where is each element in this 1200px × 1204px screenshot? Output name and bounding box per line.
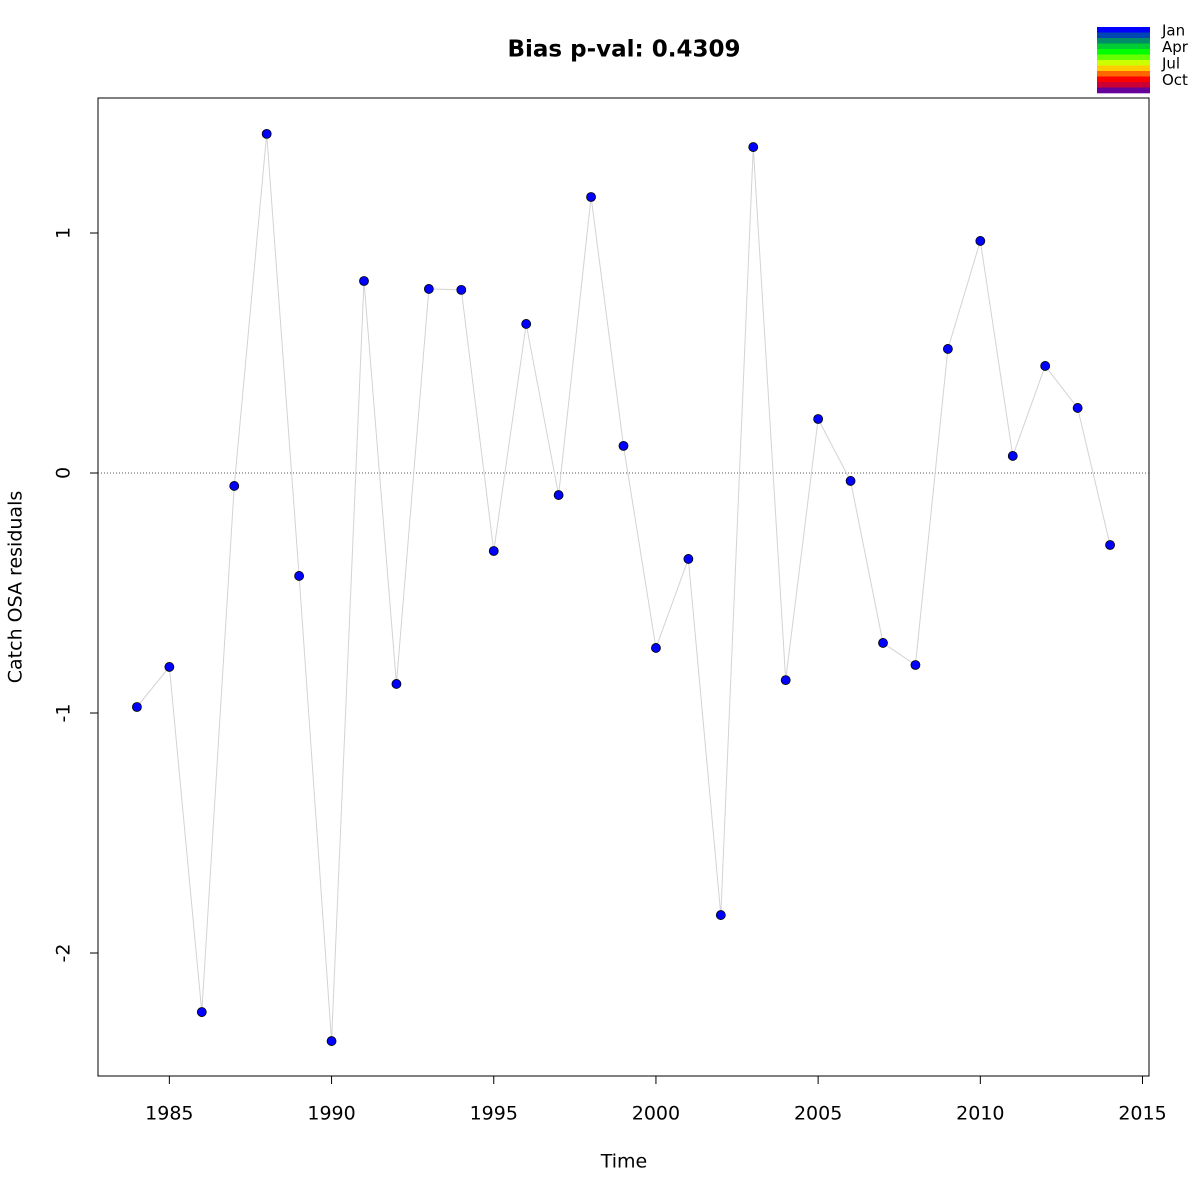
x-axis-label: Time bbox=[600, 1151, 648, 1173]
x-tick-label: 1990 bbox=[307, 1103, 355, 1125]
point bbox=[294, 571, 305, 581]
x-tick-label: 2005 bbox=[794, 1103, 842, 1125]
point bbox=[164, 662, 175, 672]
point bbox=[423, 284, 434, 294]
legend-label: Apr bbox=[1162, 38, 1189, 56]
point bbox=[942, 344, 953, 354]
x-tick-label: 2010 bbox=[956, 1103, 1004, 1125]
x-tick-label: 1995 bbox=[470, 1103, 518, 1125]
point bbox=[521, 319, 532, 329]
point bbox=[261, 128, 272, 139]
point bbox=[878, 638, 888, 648]
legend-swatch bbox=[1097, 38, 1150, 44]
legend-swatch bbox=[1097, 76, 1150, 83]
legend-label: Oct bbox=[1162, 71, 1188, 89]
point bbox=[359, 276, 369, 286]
point bbox=[683, 554, 694, 564]
point bbox=[813, 414, 824, 424]
y-tick-label: -2 bbox=[53, 944, 75, 963]
y-tick-label: 1 bbox=[53, 227, 75, 239]
point bbox=[845, 476, 856, 486]
point bbox=[132, 702, 142, 712]
chart-title: Bias p-val: 0.4309 bbox=[508, 37, 741, 63]
x-tick-label: 2015 bbox=[1118, 1103, 1166, 1125]
point bbox=[1072, 403, 1083, 413]
point bbox=[1040, 361, 1051, 371]
legend-swatch bbox=[1097, 43, 1150, 50]
x-tick-label: 2000 bbox=[632, 1103, 680, 1125]
legend-swatch bbox=[1097, 54, 1150, 61]
point bbox=[1007, 451, 1018, 461]
point bbox=[586, 192, 596, 202]
legend-swatch bbox=[1097, 65, 1150, 72]
legend-label: Jul bbox=[1161, 55, 1180, 73]
point bbox=[618, 440, 629, 451]
point bbox=[456, 284, 467, 295]
point bbox=[391, 679, 402, 689]
series-line bbox=[136, 133, 1111, 1042]
y-axis-label: Catch OSA residuals bbox=[5, 491, 27, 683]
point bbox=[975, 236, 986, 246]
point bbox=[910, 660, 921, 670]
point bbox=[651, 643, 661, 653]
point bbox=[1105, 540, 1115, 550]
point bbox=[196, 1007, 207, 1017]
point bbox=[229, 481, 240, 491]
y-tick-label: 0 bbox=[53, 467, 75, 479]
point bbox=[748, 142, 759, 152]
y-tick-label: -1 bbox=[53, 704, 75, 723]
legend-swatch bbox=[1097, 60, 1150, 66]
point bbox=[488, 546, 499, 556]
legend-swatch bbox=[1097, 87, 1150, 94]
legend-swatch bbox=[1097, 71, 1150, 77]
legend-swatch bbox=[1097, 82, 1150, 88]
legend-swatch bbox=[1097, 49, 1150, 55]
point bbox=[715, 910, 726, 920]
point bbox=[553, 490, 564, 500]
point bbox=[326, 1036, 337, 1046]
legend-swatch bbox=[1097, 32, 1150, 39]
x-tick-label: 1985 bbox=[145, 1103, 193, 1125]
plot-frame bbox=[97, 97, 1150, 1077]
point bbox=[780, 675, 791, 686]
legend-label: Jan bbox=[1161, 22, 1185, 40]
legend-swatch bbox=[1097, 27, 1150, 33]
